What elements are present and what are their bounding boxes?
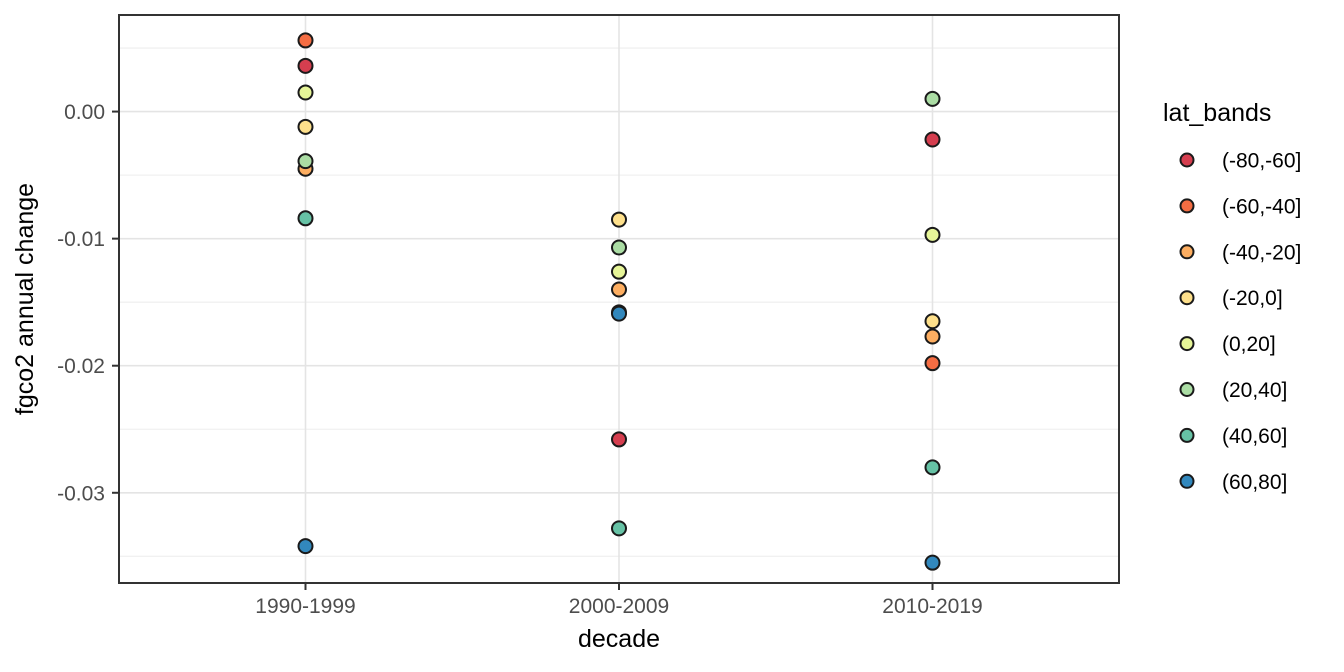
data-point bbox=[611, 263, 627, 280]
legend-key-icon bbox=[1179, 290, 1195, 306]
legend-label: (-60,-40] bbox=[1222, 195, 1301, 218]
data-point bbox=[924, 313, 941, 330]
y-axis-title: fgco2 annual change bbox=[11, 183, 39, 415]
legend-item: (20,40] bbox=[1179, 379, 1287, 402]
data-point bbox=[924, 459, 941, 476]
data-point bbox=[611, 305, 627, 322]
data-point bbox=[924, 328, 941, 345]
legend-item: (-20,0] bbox=[1179, 287, 1283, 310]
y-tick-label: -0.01 bbox=[57, 228, 105, 251]
legend-label: (40,60] bbox=[1222, 425, 1287, 448]
data-point bbox=[924, 554, 941, 571]
legend-key-icon bbox=[1179, 473, 1195, 489]
data-point bbox=[297, 118, 314, 135]
data-point bbox=[924, 226, 941, 243]
y-tick-label: -0.02 bbox=[57, 355, 105, 378]
legend-label: (-20,0] bbox=[1222, 287, 1283, 310]
data-point bbox=[611, 281, 627, 298]
legend-item: (0,20] bbox=[1179, 333, 1276, 356]
data-point bbox=[611, 520, 627, 537]
legend-key-icon bbox=[1179, 152, 1195, 168]
y-tick-label: -0.03 bbox=[57, 482, 105, 505]
data-point bbox=[297, 84, 314, 101]
x-tick-label: 1990-1999 bbox=[255, 595, 355, 618]
legend-label: (0,20] bbox=[1222, 333, 1276, 356]
legend-label: (60,80] bbox=[1222, 471, 1287, 494]
gridlines-layer bbox=[119, 15, 1119, 583]
data-point bbox=[297, 210, 314, 227]
legend-item: (-40,-20] bbox=[1179, 241, 1301, 264]
y-tick-label: 0.00 bbox=[64, 101, 105, 124]
data-point bbox=[611, 211, 627, 228]
legend-items-layer: (-80,-60] (-60,-40] (-40,-20] (-20,0] (0,20]… bbox=[1179, 150, 1301, 494]
data-points-layer bbox=[297, 32, 941, 571]
legend-label: (-80,-60] bbox=[1222, 150, 1301, 173]
legend-label: (20,40] bbox=[1222, 379, 1287, 402]
legend-key-icon bbox=[1179, 336, 1195, 352]
data-point bbox=[924, 131, 941, 148]
data-point bbox=[611, 239, 627, 256]
data-point bbox=[297, 153, 314, 170]
data-point bbox=[297, 32, 314, 49]
legend-key-icon bbox=[1179, 382, 1195, 397]
data-point bbox=[611, 431, 627, 448]
x-tick-label: 2000-2009 bbox=[569, 595, 669, 618]
legend-item: (40,60] bbox=[1179, 425, 1287, 448]
data-point bbox=[924, 355, 941, 372]
legend-label: (-40,-20] bbox=[1222, 241, 1301, 264]
data-point bbox=[297, 538, 314, 555]
data-point bbox=[297, 57, 314, 74]
axes-layer: 0.00 -0.01 -0.02 -0.03 1990-1999 2000-2009 201… bbox=[57, 101, 983, 618]
legend-item: (60,80] bbox=[1179, 471, 1287, 494]
x-axis-title: decade bbox=[578, 625, 660, 653]
legend-item: (-60,-40] bbox=[1179, 195, 1301, 218]
legend-title: lat_bands bbox=[1163, 99, 1271, 127]
legend-key-icon bbox=[1179, 244, 1195, 260]
data-point bbox=[924, 90, 941, 107]
x-tick-label: 2010-2019 bbox=[882, 595, 982, 618]
legend-item: (-80,-60] bbox=[1179, 150, 1301, 173]
legend-key-icon bbox=[1179, 198, 1195, 214]
legend-key-icon bbox=[1179, 427, 1195, 443]
